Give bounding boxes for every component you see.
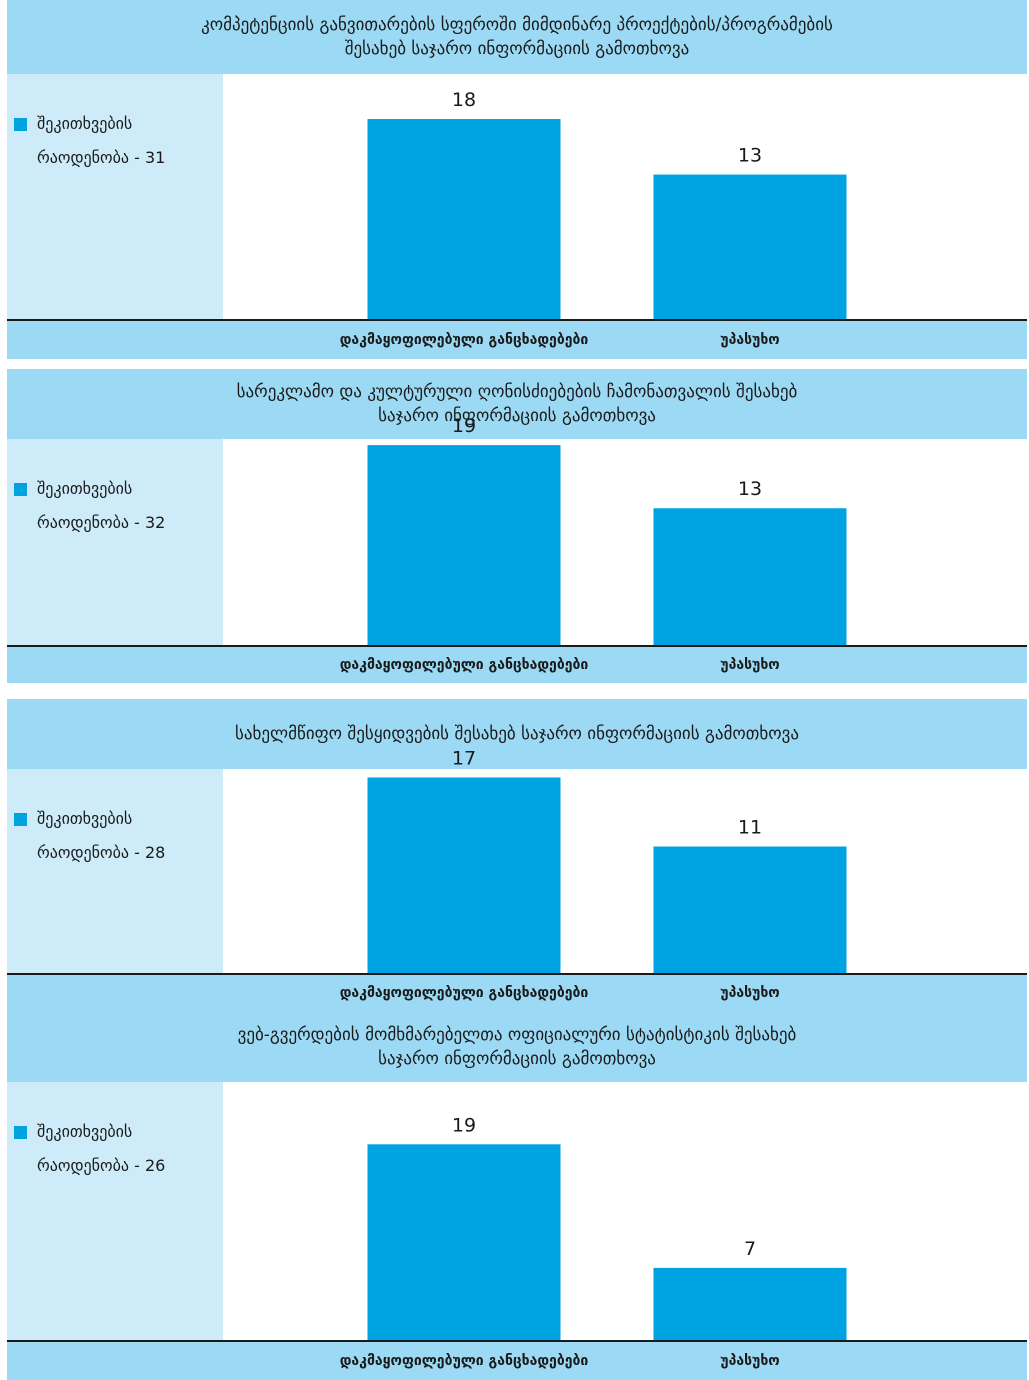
- legend-label-line: რაოდენობა - 32: [37, 513, 166, 532]
- legend-swatch: [14, 118, 27, 131]
- legend-label-line: რაოდენობა - 31: [37, 148, 166, 167]
- bar: [653, 508, 847, 645]
- chart-title-line: შესახებ საჯარო ინფორმაციის გამოთხოვა: [344, 39, 690, 59]
- category-label: დაკმაყოფილებული განცხადებები: [339, 1353, 589, 1369]
- data-label: 13: [738, 478, 762, 500]
- plot-area: 19 7: [367, 1114, 847, 1340]
- bar: [367, 777, 561, 973]
- chart-title-line: სახელმწიფო შესყიდვების შესახებ საჯარო ინ…: [235, 724, 799, 744]
- chart-title-line: სარეკლამო და კულტურული ღონისძიებების ჩამ…: [236, 382, 798, 402]
- chart-title: კომპეტენციის განვითარების სფეროში მიმდინ…: [7, 0, 1027, 74]
- bar: [367, 1144, 561, 1340]
- legend: შეკითხვების რაოდენობა - 26: [7, 1082, 223, 1340]
- data-label: 11: [738, 817, 762, 839]
- bar: [367, 119, 561, 319]
- chart-title-line: კომპეტენციის განვითარების სფეროში მიმდინ…: [201, 15, 833, 35]
- legend-label: შეკითხვების რაოდენობა - 26: [37, 1115, 217, 1183]
- category-label: უპასუხო: [720, 1353, 780, 1369]
- legend: შეკითხვების რაოდენობა - 28: [7, 769, 223, 973]
- chart-title-line: საჯარო ინფორმაციის გამოთხოვა: [378, 406, 656, 426]
- chart-title: ვებ-გვერდების მომხმარებელთა ოფიციალური ს…: [7, 1012, 1027, 1082]
- x-axis: დაკმაყოფილებული განცხადებები უპასუხო: [7, 319, 1027, 359]
- data-label: 7: [744, 1238, 756, 1260]
- data-label: 18: [452, 89, 476, 111]
- legend: შეკითხვების რაოდენობა - 31: [7, 74, 223, 319]
- category-label: დაკმაყოფილებული განცხადებები: [339, 332, 589, 348]
- category-label: უპასუხო: [720, 985, 780, 1001]
- legend-label: შეკითხვების რაოდენობა - 31: [37, 107, 217, 175]
- legend-swatch: [14, 483, 27, 496]
- category-label: დაკმაყოფილებული განცხადებები: [339, 657, 589, 673]
- chart-title: სახელმწიფო შესყიდვების შესახებ საჯარო ინ…: [7, 699, 1027, 769]
- legend-label: შეკითხვების რაოდენობა - 32: [37, 472, 217, 540]
- x-axis: დაკმაყოფილებული განცხადებები უპასუხო: [7, 973, 1027, 1012]
- legend-swatch: [14, 1126, 27, 1139]
- legend-label: შეკითხვების რაოდენობა - 28: [37, 802, 217, 870]
- chart-panel: ვებ-გვერდების მომხმარებელთა ოფიციალური ს…: [7, 1012, 1027, 1380]
- legend-label-line: რაოდენობა - 28: [37, 843, 166, 862]
- legend: შეკითხვების რაოდენობა - 32: [7, 439, 223, 645]
- data-label: 13: [738, 145, 762, 167]
- legend-label-line: შეკითხვების: [37, 114, 133, 133]
- data-label: 17: [452, 748, 476, 770]
- chart-panel: სარეკლამო და კულტურული ღონისძიებების ჩამ…: [7, 369, 1027, 683]
- category-label: დაკმაყოფილებული განცხადებები: [339, 985, 589, 1001]
- bar: [367, 445, 561, 645]
- legend-swatch: [14, 813, 27, 826]
- chart-title: სარეკლამო და კულტურული ღონისძიებების ჩამ…: [7, 369, 1027, 439]
- x-axis: დაკმაყოფილებული განცხადებები უპასუხო: [7, 1340, 1027, 1380]
- legend-label-line: რაოდენობა - 26: [37, 1156, 166, 1175]
- category-label: უპასუხო: [720, 657, 780, 673]
- chart-title-line: ვებ-გვერდების მომხმარებელთა ოფიციალური ს…: [237, 1025, 797, 1045]
- x-axis: დაკმაყოფილებული განცხადებები უპასუხო: [7, 645, 1027, 683]
- legend-label-line: შეკითხვების: [37, 1122, 133, 1141]
- legend-label-line: შეკითხვების: [37, 809, 133, 828]
- legend-label-line: შეკითხვების: [37, 479, 133, 498]
- chart-title-line: საჯარო ინფორმაციის გამოთხოვა: [378, 1049, 656, 1069]
- bar: [653, 1267, 847, 1340]
- bar: [653, 174, 847, 319]
- bar: [653, 846, 847, 973]
- data-label: 19: [452, 415, 476, 437]
- data-label: 19: [452, 1114, 476, 1136]
- category-label: უპასუხო: [720, 332, 780, 348]
- chart-panel: სახელმწიფო შესყიდვების შესახებ საჯარო ინ…: [7, 699, 1027, 1012]
- chart-panel: კომპეტენციის განვითარების სფეროში მიმდინ…: [7, 0, 1027, 359]
